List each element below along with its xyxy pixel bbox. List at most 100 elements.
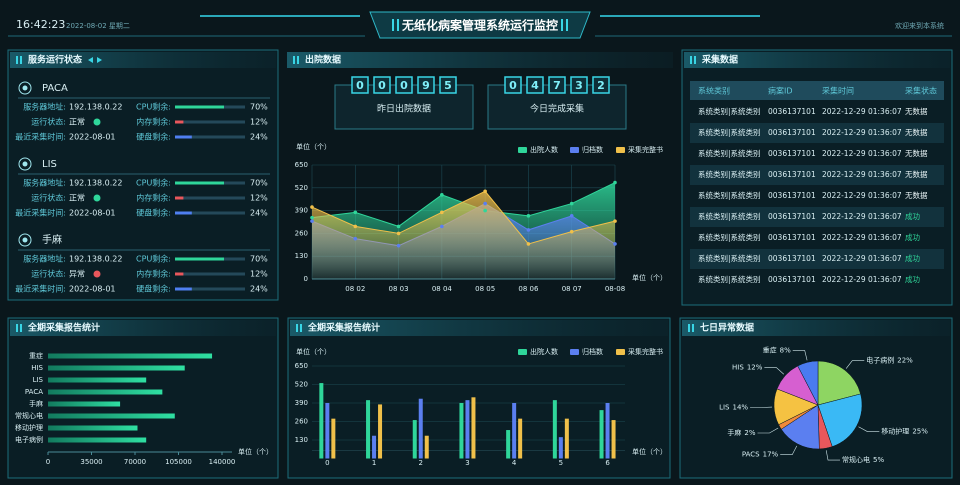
x-tick-label: 5 — [559, 459, 563, 467]
field-label: 服务器地址: — [23, 102, 66, 112]
legend-swatch — [616, 147, 625, 153]
status-error-icon — [93, 270, 101, 278]
panel-title-bar — [10, 52, 276, 68]
pie-label: 电子病例 22% — [866, 356, 913, 365]
x-tick-label: 105000 — [165, 458, 192, 466]
panel-title-icon — [692, 324, 694, 332]
pie-label-name: LIS — [719, 404, 730, 412]
y-tick-label: 130 — [295, 436, 308, 444]
service-name: LIS — [42, 159, 57, 170]
pie-leader — [845, 360, 865, 369]
page-title: 无纸化病案管理系统运行监控 — [401, 18, 558, 33]
pie-leader — [780, 445, 798, 456]
table-cell: 0036137101 — [768, 191, 816, 200]
table-cell: 0036137101 — [768, 170, 816, 179]
pie-label-value: 8% — [780, 347, 791, 355]
metric-label: CPU剩余: — [136, 254, 171, 264]
digit-box — [351, 76, 369, 94]
table-cell: 系统类别|系统类别 — [698, 253, 761, 263]
y-tick-label: 0 — [304, 275, 308, 283]
table-cell: 成功 — [905, 274, 920, 284]
service-icon — [18, 81, 32, 95]
panel-title: 七日异常数据 — [700, 322, 754, 334]
x-tick-label: 08 04 — [432, 285, 453, 293]
table-row-bg — [690, 249, 944, 269]
table-cell: 2022-12-29 01:36:07 — [822, 254, 902, 263]
series-point — [483, 208, 487, 213]
field-label: 最近采集时间: — [15, 284, 66, 294]
digit-box — [592, 76, 610, 94]
panel-title-icon — [20, 56, 22, 64]
header-deco — [392, 19, 394, 31]
y-axis-unit: 单位（个） — [296, 142, 331, 151]
legend-label: 出院人数 — [530, 145, 558, 154]
metric-value: 12% — [250, 118, 268, 127]
field-value: 192.138.0.22 — [69, 255, 122, 264]
service-icon — [18, 233, 32, 247]
pie-label: LIS 14% — [719, 404, 748, 412]
legend-swatch — [616, 349, 625, 355]
x-tick-label: 3 — [465, 459, 469, 467]
x-tick-label: 35000 — [80, 458, 102, 466]
bar — [48, 401, 121, 407]
table-cell: 系统类别|系统类别 — [698, 169, 761, 179]
y-category-label: 手麻 — [29, 399, 43, 408]
panel-title: 出院数据 — [305, 54, 341, 66]
bar — [611, 420, 616, 459]
series-point — [526, 228, 531, 232]
pie-leader — [764, 367, 785, 375]
pie-leader — [792, 350, 808, 361]
pie-slice — [817, 360, 861, 406]
y-category-label: 常规心电 — [15, 411, 43, 420]
series-point — [396, 231, 401, 236]
service-name: 手麻 — [42, 233, 62, 246]
welcome-text: 欢迎来到本系统 — [895, 21, 944, 30]
pie-label: 重症 8% — [763, 346, 791, 355]
field-label: 服务器地址: — [23, 178, 66, 188]
series-point — [526, 214, 531, 218]
pie-label-name: 手麻 — [727, 428, 741, 437]
table-cell: 2022-12-29 01:36:07 — [822, 233, 902, 242]
panel-title: 全期采集报告统计 — [27, 322, 100, 334]
table-cell: 系统类别|系统类别 — [698, 211, 761, 221]
metric-value: 24% — [250, 285, 268, 294]
metric-value: 24% — [250, 133, 268, 142]
series-point — [310, 219, 314, 223]
legend-label: 出院人数 — [530, 347, 558, 356]
pie-label-name: PACS — [742, 451, 760, 459]
metric-track — [175, 287, 245, 291]
bar — [471, 397, 476, 459]
series-line — [311, 190, 616, 245]
table-cell: 系统类别|系统类别 — [698, 106, 761, 116]
pie-label-value: 2% — [744, 429, 755, 437]
panel-title-icon — [300, 324, 302, 332]
y-tick-label: 650 — [295, 161, 308, 169]
metric-bar — [175, 257, 224, 261]
field-value: 2022-08-01 — [69, 285, 116, 294]
panel-title-icon — [688, 324, 690, 332]
digit-box — [439, 76, 457, 94]
metric-bar — [175, 181, 224, 185]
x-axis-unit: 单位（个） — [238, 447, 273, 456]
field-label: 最近采集时间: — [15, 132, 66, 142]
y-tick-label: 260 — [295, 229, 308, 237]
pie-label-name: HIS — [732, 364, 744, 372]
x-tick-label: 70000 — [124, 458, 146, 466]
bar — [424, 435, 429, 459]
series-point — [613, 219, 617, 223]
clock-date: 2022-08-02 星期二 — [66, 22, 130, 30]
metric-value: 70% — [250, 103, 268, 112]
x-tick-label: 2 — [419, 459, 423, 467]
pager-left — [88, 57, 93, 63]
panel-title-bar — [290, 320, 668, 336]
field-value: 2022-08-01 — [69, 133, 116, 142]
series-point — [483, 189, 487, 194]
pager-right — [97, 57, 102, 63]
table-cell: 0036137101 — [768, 233, 816, 242]
header-deco — [566, 19, 568, 31]
panel-title-bar — [10, 320, 276, 336]
series-point — [353, 224, 358, 229]
digit: 4 — [531, 79, 539, 92]
